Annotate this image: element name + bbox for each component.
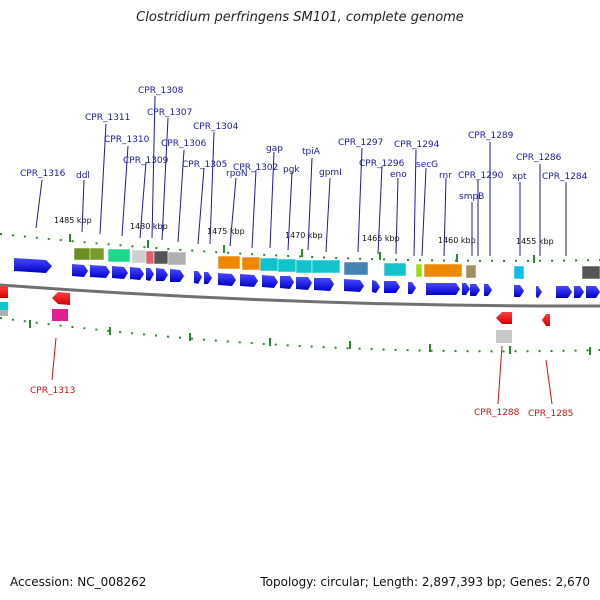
gene-label: CPR_1307 (147, 108, 192, 118)
gene-label: CPR_1294 (394, 140, 440, 150)
gene-label: secG (416, 160, 438, 170)
gene-label: CPR_1297 (338, 138, 383, 148)
cog-blocks (0, 247, 600, 281)
label-leaders (35, 95, 567, 257)
gene-label: CPR_1296 (359, 159, 405, 169)
genome-summary-text: Topology: circular; Length: 2,897,393 bp… (260, 575, 590, 589)
gene-label: rnr (439, 171, 452, 181)
gene-label: CPR_1305 (182, 160, 227, 170)
gene-label: CPR_1316 (20, 169, 66, 179)
scale-tick-label: 1460 kbp (438, 236, 476, 245)
scale-arc-outer (0, 233, 600, 262)
gene-label: CPR_1306 (161, 139, 207, 149)
gene-label: tpiA (302, 147, 321, 157)
map-title: Clostridium perfringens SM101, complete … (136, 10, 464, 25)
scale-tick-label: 1480 kbp (130, 222, 168, 231)
gene-label: eno (390, 170, 407, 180)
gene-labels-bottom: CPR_1313 CPR_1288 CPR_1285 (30, 386, 573, 419)
gene-label: CPR_1284 (542, 172, 588, 182)
gene-label: CPR_1302 (233, 163, 278, 173)
gene-label: CPR_1311 (85, 113, 130, 123)
gene-label: CPR_1285 (528, 409, 573, 419)
gene-label: CPR_1304 (193, 122, 239, 132)
scale-tick-label: 1485 kbp (54, 216, 92, 225)
gene-labels-top: CPR_1316 ddl CPR_1311 CPR_1310 CPR_1309 … (20, 86, 588, 202)
scale-arc-inner (0, 317, 600, 353)
gene-label: smpB (459, 192, 484, 202)
scale-tick-label: 1470 kbp (285, 231, 323, 240)
gene-label: CPR_1309 (123, 156, 169, 166)
scale-ticks: 1485 kbp 1480 kbp 1475 kbp 1470 kbp 1465… (54, 216, 554, 246)
label-leaders-reverse (51, 337, 553, 405)
gene-label: CPR_1310 (104, 135, 150, 145)
scale-tick-label: 1455 kbp (516, 237, 554, 246)
scale-tick-marks (29, 234, 591, 355)
cog-blocks-reverse (0, 302, 512, 343)
reverse-genes (0, 286, 550, 326)
gene-label: gap (266, 144, 283, 154)
scale-tick-label: 1465 kbp (362, 234, 400, 243)
gene-label: gpmI (319, 168, 342, 178)
scale-tick-label: 1475 kbp (207, 227, 245, 236)
gene-label: CPR_1289 (468, 131, 514, 141)
gene-label: ddl (76, 171, 90, 181)
gene-label: CPR_1290 (458, 171, 504, 181)
gene-label: rpoN (226, 169, 248, 179)
genome-backbone (0, 283, 600, 308)
forward-genes (14, 258, 600, 298)
gene-label: CPR_1313 (30, 386, 75, 396)
gene-label: CPR_1286 (516, 153, 562, 163)
accession-text: Accession: NC_008262 (10, 575, 147, 589)
gene-label: CPR_1288 (474, 408, 520, 418)
gene-label: xpt (512, 172, 527, 182)
gene-label: CPR_1308 (138, 86, 184, 96)
gene-label: pgk (283, 165, 300, 175)
